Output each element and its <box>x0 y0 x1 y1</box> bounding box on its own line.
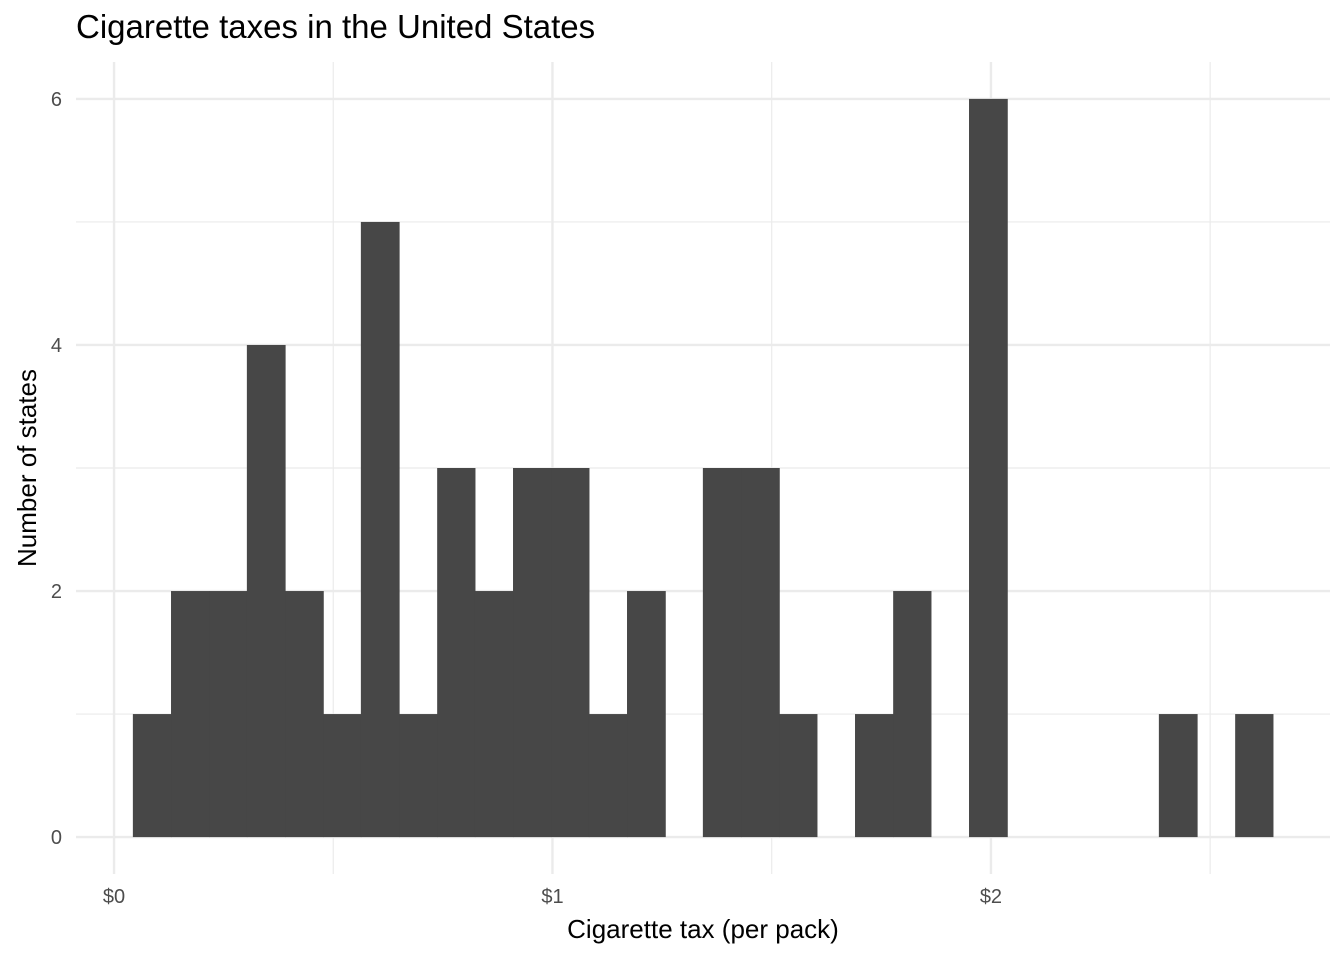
histogram-bar <box>551 468 590 838</box>
histogram-bar <box>171 591 210 838</box>
histogram-bar <box>779 714 818 838</box>
histogram-bar <box>323 714 362 838</box>
histogram-bar <box>399 714 438 838</box>
histogram-bar <box>437 468 476 838</box>
histogram-bar <box>513 468 552 838</box>
histogram-bar <box>285 591 324 838</box>
x-axis-title: Cigarette tax (per pack) <box>567 914 839 944</box>
y-axis-title: Number of states <box>12 369 42 567</box>
x-axis-tick-labels: $0 $1 $2 <box>103 886 1002 908</box>
histogram-bar <box>1235 714 1274 838</box>
histogram-bar <box>588 714 628 838</box>
histogram-bar <box>246 344 286 838</box>
histogram-bar <box>893 591 932 838</box>
x-tick-label: $0 <box>103 886 125 908</box>
y-tick-label: 6 <box>51 89 62 111</box>
x-tick-label: $1 <box>541 886 563 908</box>
histogram-bar <box>209 591 248 838</box>
histogram-bar <box>132 714 172 838</box>
y-tick-label: 4 <box>51 335 62 357</box>
x-tick-label: $2 <box>980 886 1002 908</box>
histogram-bar <box>855 714 894 838</box>
histogram-bar <box>969 98 1008 838</box>
y-axis-tick-labels: 0 2 4 6 <box>51 89 62 849</box>
histogram-bar <box>360 221 400 838</box>
histogram-bar <box>741 468 780 838</box>
y-tick-label: 0 <box>51 827 62 849</box>
histogram-bar <box>627 591 666 838</box>
histogram-bar <box>702 468 742 838</box>
chart-title: Cigarette taxes in the United States <box>76 8 596 45</box>
y-tick-label: 2 <box>51 581 62 603</box>
histogram-bars <box>132 98 1274 838</box>
histogram-bar <box>1158 714 1198 838</box>
histogram-bar <box>474 591 514 838</box>
